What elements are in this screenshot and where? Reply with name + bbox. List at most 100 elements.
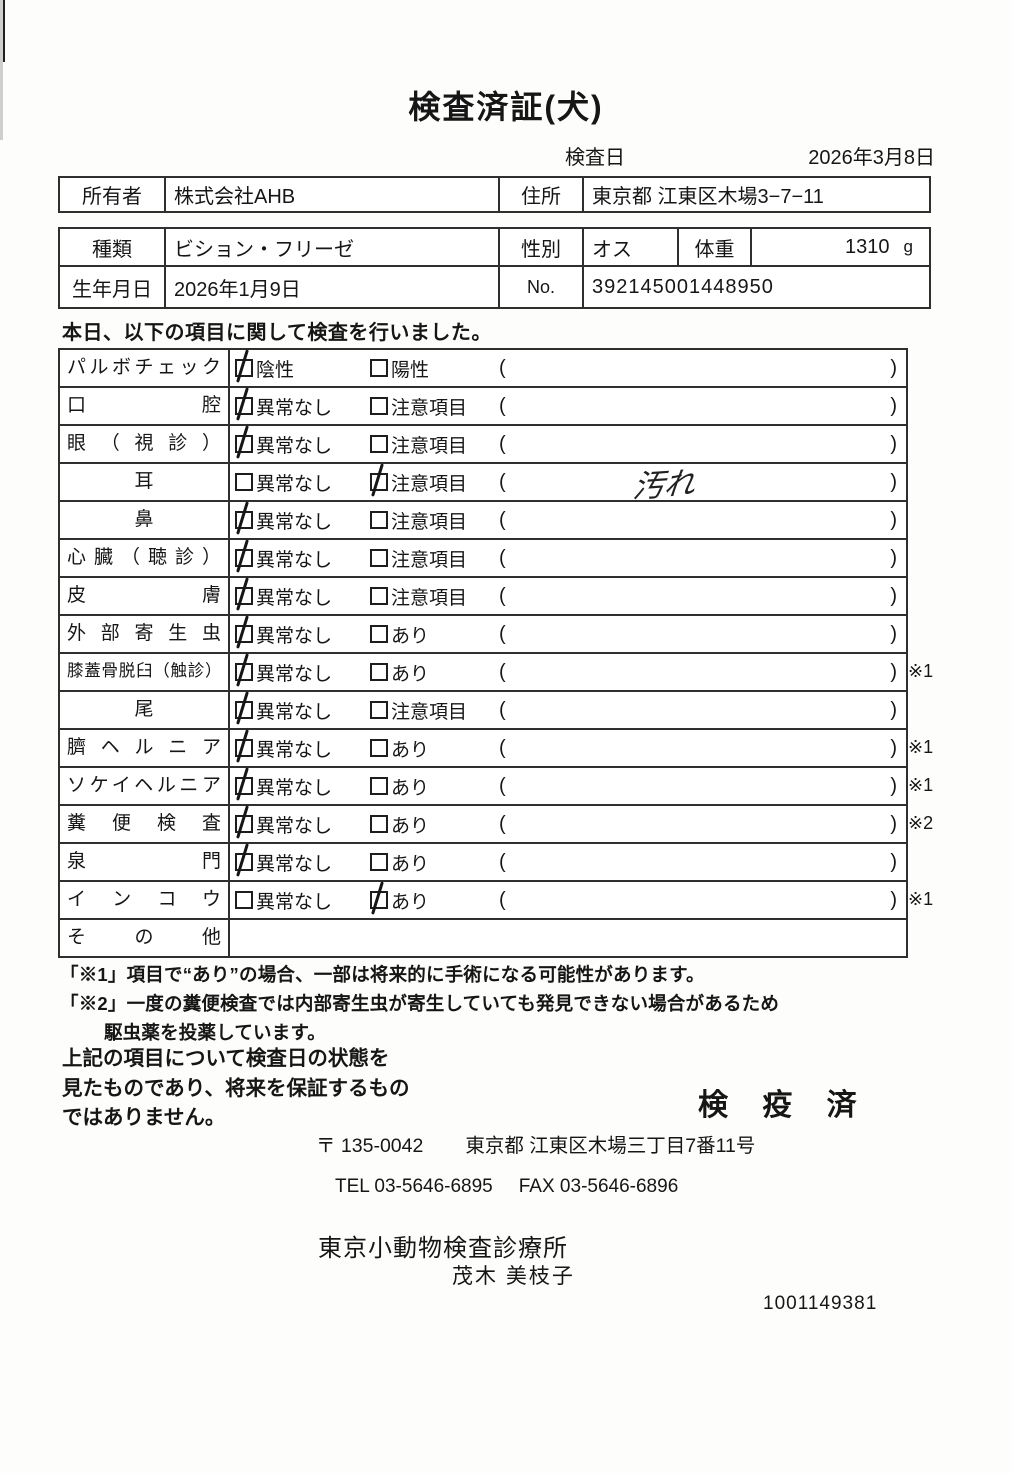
- checkbox-icon: [235, 891, 253, 909]
- option-2: あり: [370, 659, 499, 686]
- option-label: 異常なし: [256, 777, 333, 799]
- checklist-row: ソケイヘルニア 異常なし あり() ※1: [58, 766, 933, 806]
- row-content: 異常なし 注意項目 (): [230, 578, 906, 614]
- inspection-date-row: 検査日 2026年3月8日: [565, 141, 935, 170]
- option-2: あり: [370, 735, 499, 762]
- checkbox-icon: [235, 587, 253, 605]
- checkbox-icon: [370, 549, 388, 567]
- paren-open: (: [499, 736, 506, 759]
- paren-area: (): [499, 737, 906, 760]
- row-content: 異常なし あり (): [230, 844, 906, 880]
- checkbox-icon: [370, 777, 388, 795]
- scan-artifact-light: [0, 0, 3, 140]
- checkbox-icon: [235, 549, 253, 567]
- row-content: 異常なし 注意項目 (): [230, 426, 906, 462]
- checklist-row: インコウ 異常なし あり() ※1: [58, 880, 933, 920]
- checklist-row: 臍ヘルニア 異常なし あり() ※1: [58, 728, 933, 768]
- option-1: 異常なし: [235, 849, 370, 876]
- option-label: 注意項目: [391, 435, 468, 457]
- item-label: インコウ: [60, 882, 230, 918]
- checklist-row: 皮膚 異常なし 注意項目 (): [58, 576, 908, 616]
- checkbox-icon: [370, 587, 388, 605]
- option-label: 異常なし: [256, 511, 333, 533]
- option-2: 注意項目: [370, 697, 499, 724]
- paren-area: (): [499, 395, 906, 418]
- clinic-address-row: 〒 135-0042 東京都 江東区木場三丁目7番11号: [316, 1129, 755, 1158]
- paren-open: (: [499, 546, 506, 569]
- footnote-line: 「※1」項目で“あり”の場合、一部は将来的に手術になる可能性があります。: [60, 964, 705, 985]
- option-label: 異常なし: [256, 473, 333, 495]
- checklist-row: その他: [58, 918, 908, 958]
- item-label: 口腔: [60, 388, 230, 424]
- paren-close: ): [890, 394, 897, 417]
- option-1: 異常なし: [235, 697, 370, 724]
- checkbox-icon: [370, 891, 388, 909]
- sex-label: 性別: [498, 229, 582, 265]
- address-value: 東京都 江東区木場3−7−11: [582, 178, 929, 211]
- checkbox-icon: [370, 397, 388, 415]
- intro-text: 本日、以下の項目に関して検査を行いました。: [62, 322, 492, 344]
- paren-open: (: [499, 470, 506, 493]
- checkbox-icon: [235, 853, 253, 871]
- option-label: 異常なし: [256, 739, 333, 761]
- paren-close: ): [890, 850, 897, 873]
- checkbox-icon: [370, 701, 388, 719]
- row-content: 異常なし あり (): [230, 616, 906, 652]
- weight-value: 1310: [845, 235, 890, 258]
- option-label: 陽性: [391, 359, 430, 381]
- clinic-name: 東京小動物検査診療所: [318, 1235, 568, 1262]
- option-1: 異常なし: [235, 773, 370, 800]
- option-1: 異常なし: [235, 659, 370, 686]
- owner-table: 所有者 株式会社AHB 住所 東京都 江東区木場3−7−11: [58, 176, 931, 213]
- paren-open: (: [499, 356, 506, 379]
- paren-area: (): [499, 509, 906, 532]
- option-1: 異常なし: [235, 583, 370, 610]
- row-content: 異常なし あり (): [230, 806, 906, 842]
- disclaimer: 上記の項目について検査日の状態を 見たものであり、将来を保証するもの ではありません…: [62, 1044, 409, 1133]
- item-label: ソケイヘルニア: [60, 768, 230, 804]
- paren-close: ): [890, 736, 897, 759]
- birth-value: 2026年1月9日: [164, 265, 498, 307]
- handwritten-note: 汚れ: [631, 464, 697, 505]
- paren-area: (): [499, 851, 906, 874]
- paren-open: (: [499, 774, 506, 797]
- checklist-row: 糞便検査 異常なし あり() ※2: [58, 804, 933, 844]
- checkbox-icon: [370, 853, 388, 871]
- paren-area: (): [499, 813, 906, 836]
- option-label: 陰性: [256, 359, 295, 381]
- paren-open: (: [499, 584, 506, 607]
- option-1: 異常なし: [235, 811, 370, 838]
- option-1: 異常なし: [235, 507, 370, 534]
- option-1: 異常なし: [235, 735, 370, 762]
- checkbox-icon: [370, 663, 388, 681]
- option-2: 注意項目: [370, 583, 499, 610]
- option-label: 注意項目: [391, 473, 468, 495]
- checklist-row: 泉門 異常なし あり (): [58, 842, 908, 882]
- item-label: 耳: [60, 464, 230, 500]
- paren-area: (): [499, 661, 906, 684]
- checkbox-icon: [235, 701, 253, 719]
- serial-number: 1001149381: [763, 1293, 878, 1314]
- paren-open: (: [499, 888, 506, 911]
- breed-label: 種類: [92, 238, 132, 261]
- paren-close: ): [890, 698, 897, 721]
- option-label: あり: [391, 891, 430, 913]
- option-label: あり: [391, 777, 430, 799]
- row-content: 異常なし 注意項目 (): [230, 388, 906, 424]
- item-label: 尾: [60, 692, 230, 728]
- paren-open: (: [499, 508, 506, 531]
- clinic-tel-row: TEL 03-5646-6895 FAX 03-5646-6896: [335, 1176, 678, 1198]
- option-label: あり: [391, 739, 430, 761]
- row-content: [230, 920, 906, 956]
- note-area: 汚れ: [506, 465, 891, 505]
- veterinarian-name: 茂木 美枝子: [452, 1265, 575, 1288]
- item-label: 心臓（聴診）: [60, 540, 230, 576]
- option-label: 異常なし: [256, 397, 333, 419]
- disclaimer-line: 見たものであり、将来を保証するもの: [62, 1076, 410, 1100]
- paren-area: (汚れ): [499, 465, 906, 505]
- owner-value: 株式会社AHB: [164, 178, 498, 211]
- checklist-row: 口腔 異常なし 注意項目 (): [58, 386, 908, 426]
- ref-mark: ※1: [908, 889, 934, 909]
- checkbox-icon: [235, 663, 253, 681]
